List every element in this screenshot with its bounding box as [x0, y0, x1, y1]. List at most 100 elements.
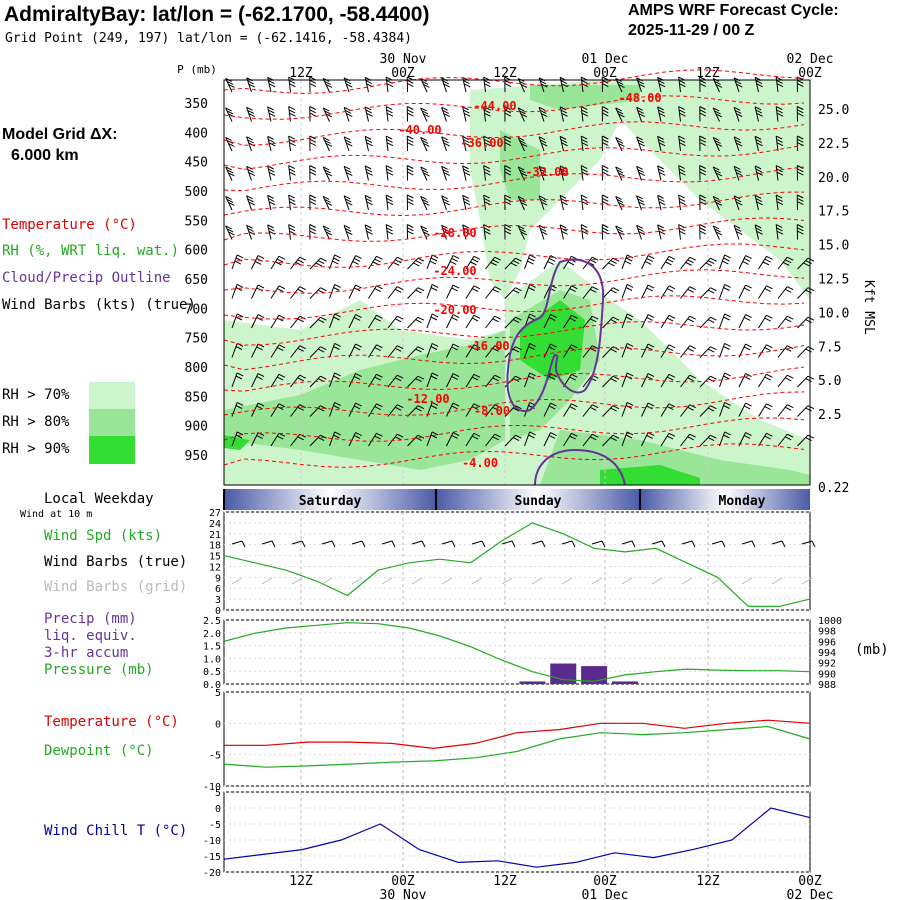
wind-barb-flag: [528, 346, 535, 350]
wind-barb: [582, 433, 593, 447]
wind-barb-flag: [392, 261, 400, 266]
wind-barb-flag: [745, 343, 752, 348]
wind-barb-flag: [541, 142, 548, 147]
wind-barb-flag: [569, 435, 576, 440]
wind-barb-flag: [417, 346, 425, 351]
wind-barb-flag: [246, 224, 253, 229]
wind-barb-flag: [529, 431, 536, 436]
wind-barb-flag: [254, 261, 262, 265]
wind-barb: [517, 78, 525, 93]
wind-chill-label: Wind Chill T (°C): [44, 823, 188, 839]
wind-barb-flag: [512, 348, 520, 353]
wind-barb-flag: [724, 372, 731, 377]
wind-barb: [231, 431, 238, 447]
wind-barb-flag: [268, 139, 275, 144]
forecast-cycle-value: 2025-11-29 / 00 Z: [628, 22, 755, 39]
wind-barb-flag: [430, 375, 438, 380]
wind-panel-frame: [223, 511, 811, 611]
wind-barb-flag: [386, 138, 393, 143]
wind-barb: [719, 431, 726, 447]
wind-barb: [636, 107, 642, 122]
wind-barb-flag: [776, 83, 784, 88]
wind-barb: [538, 107, 545, 122]
wind-barb: [538, 166, 545, 181]
wind-barb-flag: [394, 406, 402, 411]
wind-barb: [309, 346, 321, 358]
rh-region-1: [470, 80, 810, 300]
wind-barb: [524, 431, 531, 447]
wind-barb-flag: [420, 166, 427, 171]
wind-barb-flag: [386, 83, 394, 88]
wind-barb-flag: [421, 228, 429, 233]
wind-barb-flag: [743, 258, 751, 262]
temperature-isotherm: [223, 345, 805, 371]
wind-barb-flag: [407, 109, 414, 114]
wind-barb-flag: [714, 169, 721, 174]
height-tick-label: 2.5: [818, 408, 841, 423]
wind-barb-flag: [707, 407, 715, 412]
wind-barb-flag: [736, 142, 743, 147]
wind-barb-flag: [324, 198, 331, 203]
time-tick-bottom: 12Z: [696, 874, 720, 889]
wind-barb-flag: [592, 404, 599, 409]
wind-barb-flag: [278, 344, 286, 349]
wind-barb-flag: [515, 434, 522, 439]
wind-barb-flag: [580, 165, 588, 170]
wind-barb-flag: [407, 165, 414, 169]
wind-barb-flag: [626, 283, 634, 288]
wind-barb-flag: [658, 142, 666, 147]
pressure-tick-label: 700: [185, 302, 208, 317]
pressure-tick-label: 750: [185, 332, 208, 347]
wind-barb-flag: [365, 80, 373, 85]
wind-barb-flag: [494, 345, 501, 350]
wind-barb-flag: [441, 106, 448, 111]
wind-barb-flag: [344, 168, 352, 173]
wind-barb: [680, 404, 691, 417]
wind-barb-flag: [512, 289, 520, 294]
wind-barb: [225, 225, 233, 240]
wind-barb: [699, 434, 711, 447]
cloud-outline-lower: [534, 448, 626, 486]
wind-barb-flag: [581, 227, 588, 232]
wind-barb-flag: [309, 112, 317, 117]
wind-barb: [420, 137, 428, 152]
surface-wind-barb-flag: [451, 540, 456, 548]
pressure-right-tick: 988: [818, 680, 836, 691]
wind-barb-flag: [471, 288, 479, 293]
wind-barb-flag: [743, 435, 751, 439]
wind-barb-flag: [256, 346, 263, 351]
wind-barb-flag: [333, 346, 340, 350]
wind-barb: [775, 106, 779, 122]
wind-barb-flag: [267, 165, 274, 170]
page-title: AdmiraltyBay: lat/lon = (-62.1700, -58.4…: [4, 3, 430, 26]
time-tick-top: 00Z: [798, 66, 822, 81]
wind-barb-flag: [519, 169, 526, 174]
wind-barb-flag: [374, 347, 381, 352]
wind-barb-flag: [647, 373, 655, 377]
wind-barb: [329, 284, 336, 299]
surface-wind-barb-flag: [571, 540, 576, 548]
wind-barb: [563, 403, 572, 417]
wind-barb-flag: [309, 227, 317, 232]
wind-barb: [680, 374, 691, 388]
wind-barb-flag: [743, 376, 751, 380]
wind-barb-flag: [666, 347, 674, 352]
surface-wind-barb: [231, 540, 243, 545]
wind-barb: [387, 374, 398, 388]
wind-barb-flag: [415, 378, 422, 383]
wind-barb-flag: [276, 288, 284, 293]
temperature-label: -24.00: [433, 264, 476, 278]
wind-barb-flag: [766, 403, 773, 408]
wind-barb-flag: [658, 230, 666, 235]
wind-barb-flag: [580, 106, 588, 111]
wind-barb: [309, 434, 321, 447]
wind-barb-flag: [494, 404, 501, 409]
wind-barb-flag: [658, 83, 666, 88]
wind-barb: [446, 255, 454, 270]
wind-barb: [290, 404, 301, 417]
wind-barb-flag: [322, 107, 330, 112]
surface-wind-barb: [801, 540, 813, 545]
wind-barb-flag: [699, 194, 706, 199]
temperature-label: -12.00: [406, 392, 449, 406]
wind-barb-flag: [755, 227, 763, 232]
